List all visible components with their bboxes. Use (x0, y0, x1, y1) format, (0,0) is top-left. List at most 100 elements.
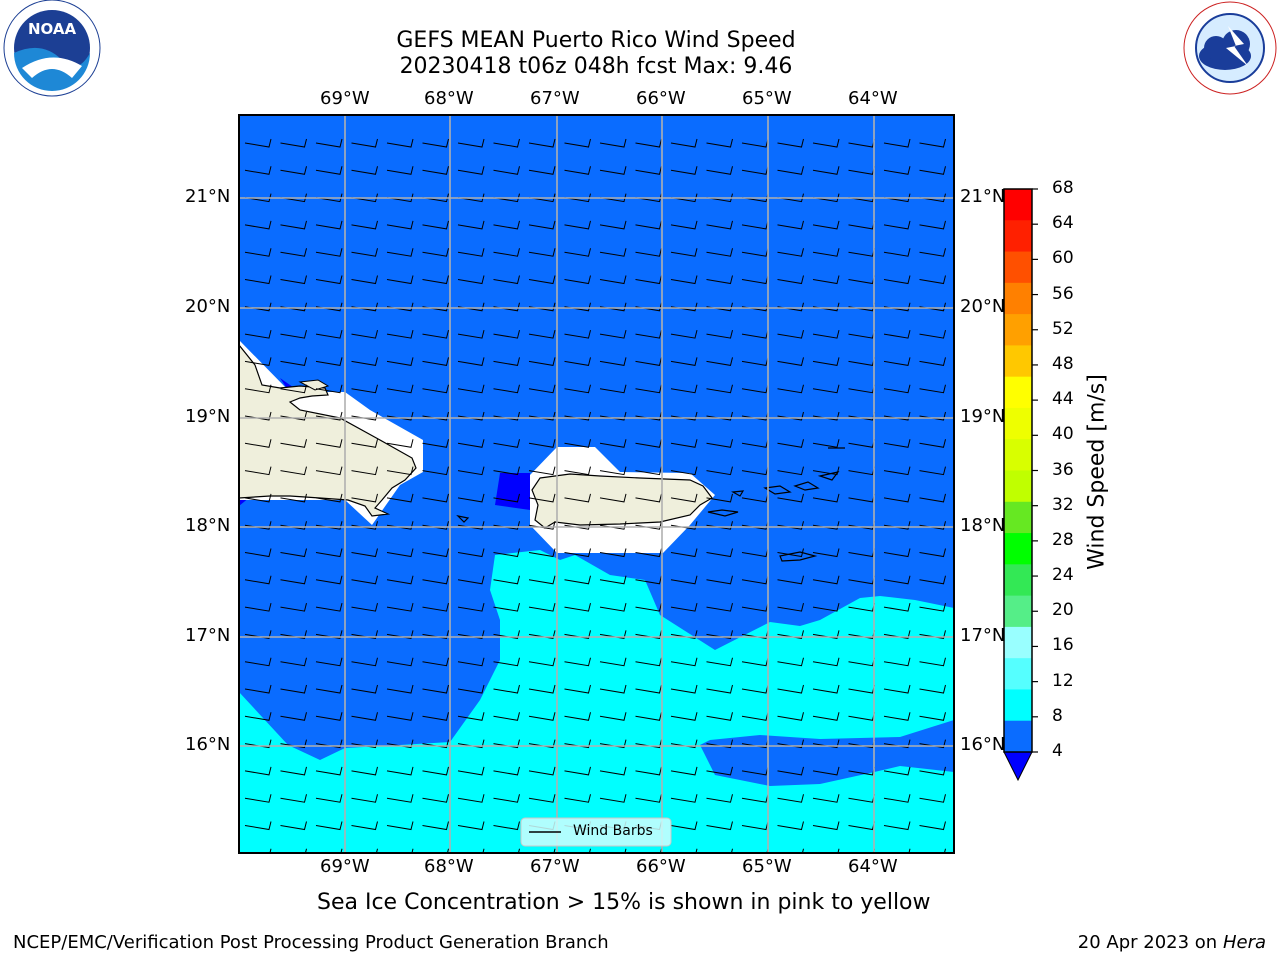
wind-barb (564, 275, 591, 285)
wind-barb (564, 712, 591, 721)
wind-barb (599, 329, 627, 339)
wind-barb (528, 548, 556, 558)
wind-barb (351, 384, 378, 394)
wind-barb (919, 602, 946, 612)
wind-barb (493, 329, 520, 339)
wind-barb (706, 548, 733, 558)
colorbar-segment (1004, 689, 1032, 722)
wind-barb (422, 766, 449, 776)
lat-label-right: 18°N (960, 515, 1006, 536)
wind-barb (280, 575, 307, 585)
noaa-logo (3, 0, 101, 97)
wind-barb (883, 821, 911, 831)
wind-barb (422, 275, 449, 285)
wind-barb (777, 684, 804, 694)
wind-barb (280, 739, 307, 749)
wind-barb (457, 602, 485, 612)
colorbar-segment (1004, 533, 1032, 565)
wind-barb (244, 602, 272, 612)
wind-barb (812, 684, 840, 694)
wind-barb (883, 248, 911, 257)
wind-barb (351, 248, 378, 257)
wind-barb (670, 166, 698, 175)
colorbar-segment (1004, 595, 1032, 628)
wind-barb (528, 466, 556, 476)
wind-barb (422, 821, 449, 831)
wind-barb (528, 575, 556, 585)
wind-barb (599, 548, 627, 558)
wind-barb (351, 657, 378, 667)
wind-barb (351, 739, 378, 749)
wind-barb (919, 275, 946, 285)
wind-barb (919, 138, 946, 148)
wind-barb (422, 493, 449, 503)
wind-barb (919, 329, 946, 339)
virgin-island (763, 485, 792, 495)
wind-barb (919, 220, 946, 230)
wind-barb (422, 684, 449, 694)
wind-barb (706, 166, 733, 175)
wind-barb (280, 193, 307, 203)
wind-barb (493, 657, 520, 667)
wind-barb (457, 630, 485, 639)
wind-barb (564, 575, 591, 585)
wind-barb (386, 275, 414, 285)
colorbar (1003, 188, 1038, 782)
lon-label-bottom: 66°W (636, 856, 686, 877)
wind-barb (493, 684, 520, 694)
wind-barb (386, 712, 414, 721)
wind-barb (351, 193, 378, 203)
colorbar-segment (1004, 564, 1032, 597)
wind-barb (315, 548, 343, 558)
map-frame (238, 114, 955, 854)
colorbar-tick-label: 36 (1052, 459, 1074, 480)
wind-barb (422, 466, 449, 476)
wind-barb (883, 657, 911, 667)
wind-barb (315, 657, 343, 667)
wind-barb (670, 684, 698, 694)
wind-barb (919, 248, 946, 257)
wind-barb (457, 548, 485, 558)
wind-barb (706, 493, 733, 503)
wind-barb (422, 439, 449, 448)
colorbar-segment (1004, 314, 1032, 346)
wind-barb (244, 329, 272, 339)
wind-barb (919, 384, 946, 394)
wind-barb (670, 357, 698, 366)
wind-barb (599, 602, 627, 612)
wind-barb (493, 848, 520, 853)
wind-barb (564, 739, 591, 749)
wind-barb (883, 848, 911, 853)
colorbar-segment (1004, 220, 1032, 253)
wind-barb (493, 630, 520, 639)
wind-barb (564, 193, 591, 203)
wind-barb (777, 657, 804, 667)
wind-barb (422, 848, 449, 853)
wind-barb (883, 466, 911, 476)
wind-barb (599, 794, 627, 803)
wind-barb (777, 739, 804, 749)
wind-barb (528, 248, 556, 257)
wind-barb (812, 575, 840, 585)
wind-barb (351, 602, 378, 612)
wind-barb (706, 329, 733, 339)
lat-label-right: 16°N (960, 734, 1006, 755)
wind-barb (422, 193, 449, 203)
wind-barb (777, 821, 804, 831)
wind-barb (564, 248, 591, 257)
colorbar-tick-label: 60 (1052, 248, 1074, 269)
wind-barb (635, 630, 662, 639)
wind-barb (883, 548, 911, 558)
wind-barb (564, 848, 591, 853)
wind-barb (493, 384, 520, 394)
wind-barb (351, 329, 378, 339)
wind-barb (599, 766, 627, 776)
colorbar-tick-label: 28 (1052, 529, 1074, 550)
wind-barb (386, 493, 414, 503)
wind-barb (599, 630, 627, 639)
colorbar-segment (1004, 501, 1032, 534)
wind-barb (812, 739, 840, 749)
wind-barb (386, 220, 414, 230)
wind-barb (919, 575, 946, 585)
wind-barb (812, 794, 840, 803)
